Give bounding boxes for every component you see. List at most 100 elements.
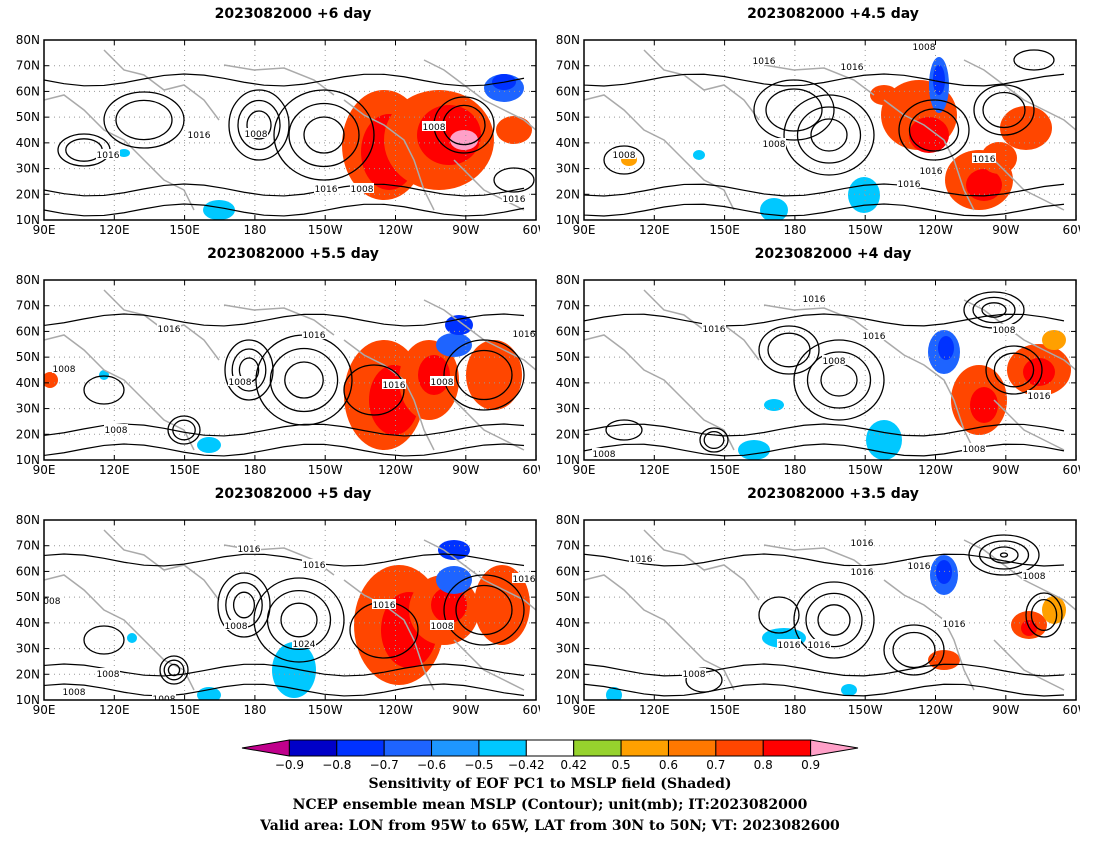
colorbar-tick-label: −0.7	[370, 758, 399, 772]
svg-text:1008: 1008	[613, 151, 636, 161]
contour-label: 1024	[292, 638, 316, 650]
isobar	[999, 552, 1009, 558]
shading-blob	[450, 130, 478, 150]
lon-tick-label: 120W	[918, 463, 953, 475]
contour-label: 1016	[302, 329, 326, 341]
isobar	[883, 624, 945, 676]
svg-text:1016: 1016	[513, 330, 536, 340]
coastline	[993, 399, 1065, 451]
coastline	[44, 334, 195, 451]
isobar	[898, 99, 970, 161]
lat-tick-label: 30N	[556, 642, 580, 656]
isobar	[167, 415, 201, 445]
lat-tick-label: 60N	[556, 564, 580, 578]
lat-tick-label: 20N	[16, 667, 40, 681]
lat-tick-label: 40N	[556, 136, 580, 150]
isobar	[810, 118, 848, 152]
panel-title-5: 2023082000 +5 day	[214, 486, 372, 502]
panel-title-2: 2023082000 +4.5 day	[747, 6, 919, 22]
colorbar-segment	[241, 739, 290, 757]
contour-label: 1008	[992, 324, 1016, 336]
isobar	[817, 604, 851, 636]
isobar	[44, 73, 525, 87]
colorbar-tick-label: −0.6	[417, 758, 446, 772]
coastline	[763, 544, 875, 576]
lat-tick-label: 60N	[556, 84, 580, 98]
isobar	[584, 553, 1065, 567]
svg-text:1008: 1008	[1023, 572, 1046, 582]
lon-tick-label: 150W	[308, 223, 343, 235]
isobar	[1030, 598, 1058, 632]
isobar	[805, 592, 863, 648]
map-panel-3: 1016 1016 1016 1008 1008 1016 1008 1008 80N 70N 60…	[0, 270, 540, 475]
isobar	[1025, 592, 1063, 638]
isobar	[806, 351, 872, 409]
isobar	[978, 540, 1030, 570]
colorbar-segment	[620, 739, 669, 757]
lat-tick-label: 70N	[16, 539, 40, 553]
colorbar-segment	[810, 739, 859, 757]
isobar	[232, 591, 256, 619]
contour-label: 1008	[350, 183, 374, 195]
lat-tick-label: 10N	[16, 213, 40, 227]
contour-label: 1008	[430, 620, 454, 632]
map-panel-2: 1008 1016 1016 1008 1008 1016 1016 1016 80N 70N 60…	[540, 30, 1080, 235]
contour-label: 1016	[512, 573, 536, 585]
lon-tick-label: 120E	[99, 463, 130, 475]
coastline	[763, 64, 875, 96]
lat-tick-label: 60N	[556, 324, 580, 338]
contour-label: 1008	[62, 686, 86, 698]
isobar	[985, 345, 1043, 395]
shading-blob	[436, 566, 472, 594]
map-panel-5: 1016 1016 1016 1008 1008 1024 1016 1008 1008 1008…	[0, 510, 540, 715]
svg-text:1016: 1016	[1028, 392, 1051, 402]
isobar	[163, 659, 185, 681]
isobar	[699, 427, 729, 453]
isobar	[44, 203, 525, 217]
svg-text:1016: 1016	[97, 151, 120, 161]
svg-text:1016: 1016	[703, 325, 726, 335]
contour-label: 1016	[807, 639, 831, 651]
map-svg: 1016 1016 1016 1008 1008 1024 1016 1008 1008 1008…	[16, 513, 540, 715]
svg-text:1016: 1016	[315, 185, 338, 195]
contour-label: 1016	[840, 61, 864, 73]
colorbar-segment	[525, 739, 575, 757]
shading-blob	[760, 198, 788, 220]
contour-label: 1016	[862, 330, 886, 342]
lat-tick-label: 80N	[556, 513, 580, 527]
contour-label: 1016	[942, 618, 966, 630]
coastline	[343, 579, 435, 691]
lon-tick-label: 90W	[452, 223, 479, 235]
svg-text:1016: 1016	[513, 575, 536, 585]
isobar	[266, 589, 332, 651]
contour-label: 1016	[302, 559, 326, 571]
lon-tick-label: 60W	[523, 463, 540, 475]
lon-tick-label: 150W	[308, 703, 343, 715]
shading-blob	[693, 150, 705, 160]
lat-tick-label: 60N	[16, 324, 40, 338]
contour-label: 1008	[822, 355, 846, 367]
shading-blob	[44, 372, 58, 388]
lat-tick-label: 40N	[556, 616, 580, 630]
isobar	[1013, 49, 1055, 71]
contour-label: 1016	[629, 553, 653, 565]
shading-blob	[606, 687, 622, 700]
colorbar-segment	[762, 739, 812, 757]
coastline	[103, 49, 220, 121]
coastline	[423, 539, 536, 611]
lat-tick-label: 20N	[556, 667, 580, 681]
colorbar-segment	[431, 739, 480, 757]
coastline	[453, 159, 525, 211]
shading-blob	[272, 642, 316, 698]
contour-label: 1016	[512, 328, 536, 340]
coastline	[584, 94, 735, 211]
lon-tick-label: 120W	[378, 223, 413, 235]
lon-tick-label: 60W	[523, 703, 540, 715]
map-svg: 1016 1016 1016 1016 1016 1008 1016 1016 1008 80N 7…	[556, 513, 1080, 715]
shading-blob	[99, 370, 109, 380]
isobar	[115, 99, 173, 141]
svg-text:1008: 1008	[63, 688, 86, 698]
shading-blob	[870, 85, 898, 105]
lat-tick-label: 80N	[16, 513, 40, 527]
lon-tick-label: 120E	[639, 463, 670, 475]
